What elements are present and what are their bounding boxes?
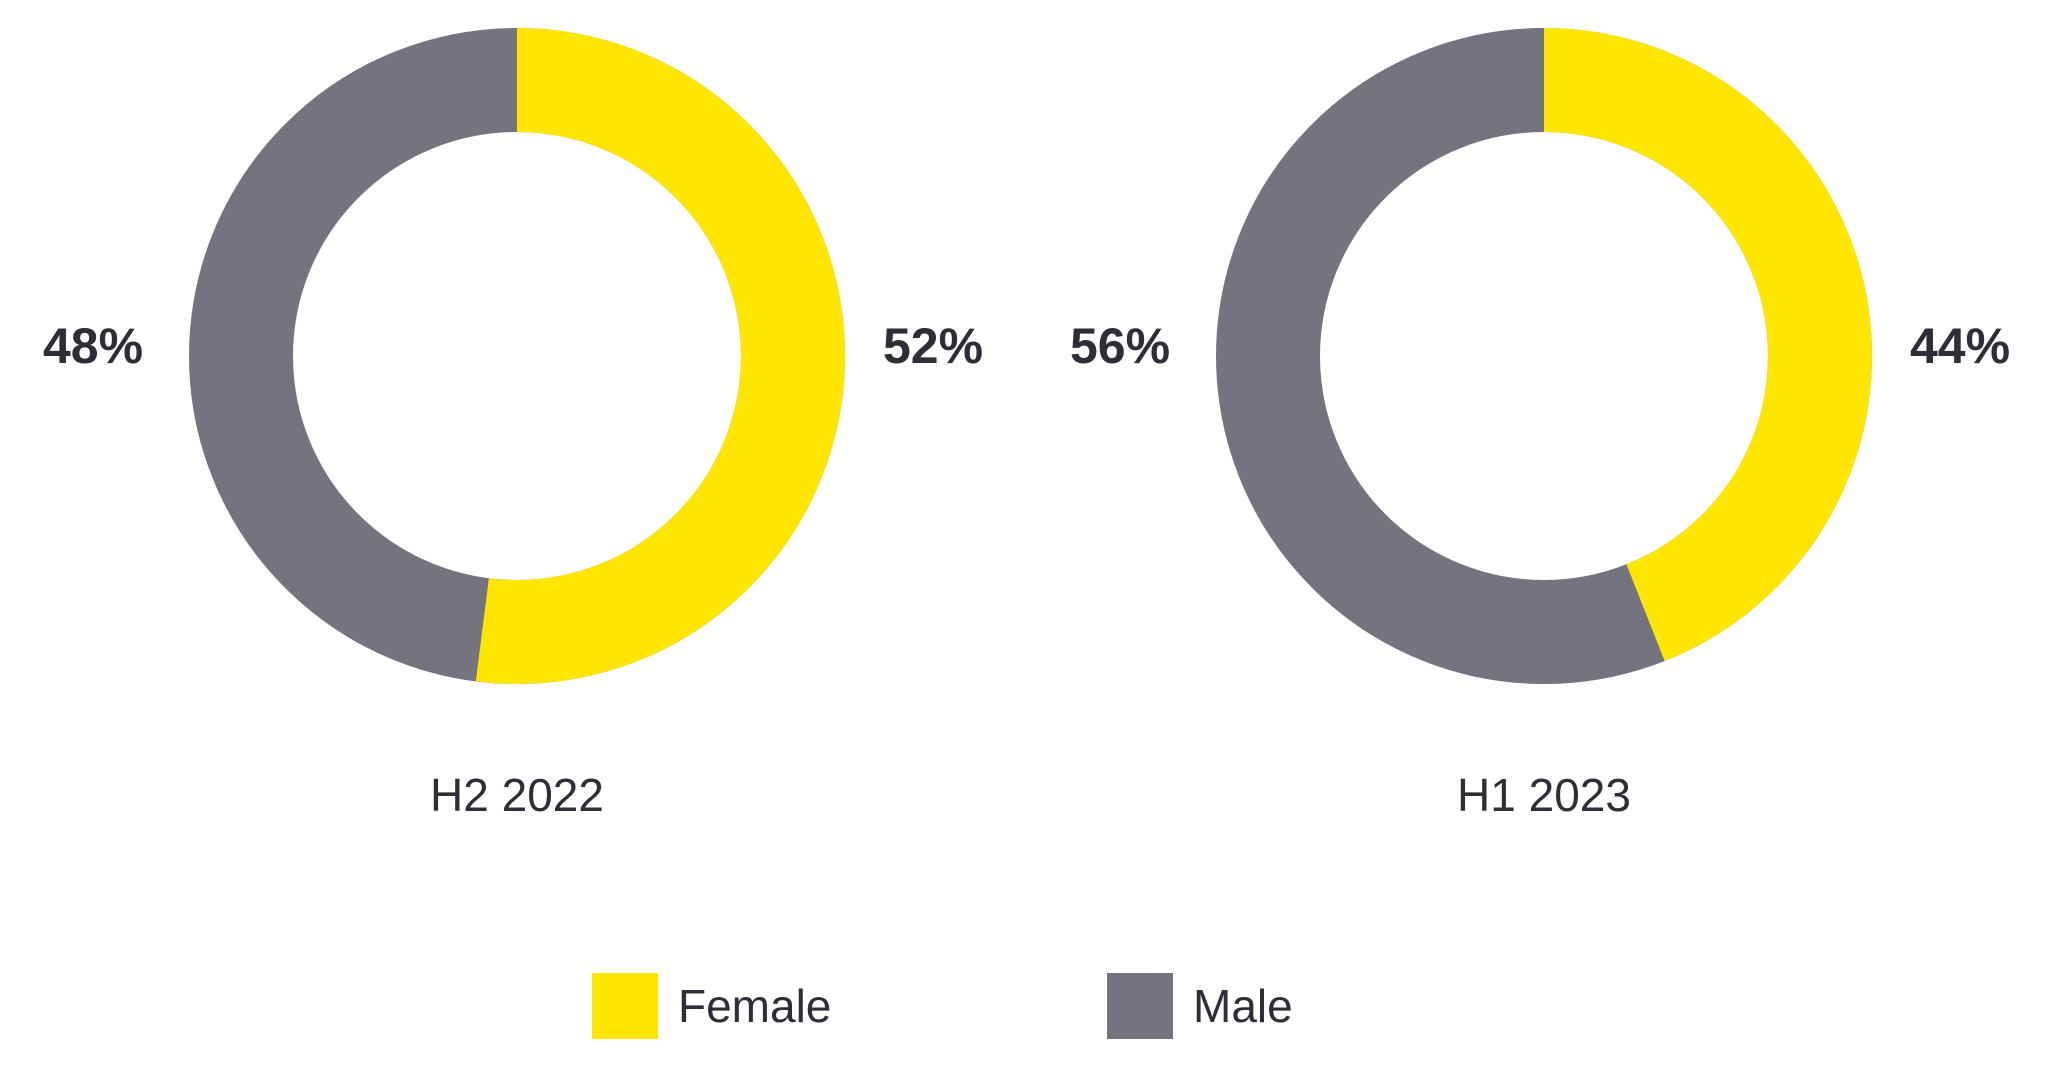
legend-swatch-female [592,973,658,1039]
donut-chart-h1-2023 [1216,28,1872,684]
donut-ring-arc [1216,28,1872,684]
legend-item-female: Female [592,973,831,1039]
donut-ring-arc [189,28,845,684]
legend-label-female: Female [678,980,832,1032]
donut-chart-h2-2022 [189,28,845,684]
percent-label-male-h1-2023: 56% [1069,318,1171,374]
legend-swatch-male [1107,973,1173,1039]
chart-caption-h2-2022: H2 2022 [430,769,604,821]
percent-label-female-h1-2023: 44% [1909,318,2011,374]
legend-item-male: Male [1107,973,1293,1039]
percent-label-male-h2-2022: 48% [42,318,144,374]
percent-label-female-h2-2022: 52% [882,318,984,374]
legend-label-male: Male [1193,980,1293,1032]
chart-caption-h1-2023: H1 2023 [1457,769,1631,821]
